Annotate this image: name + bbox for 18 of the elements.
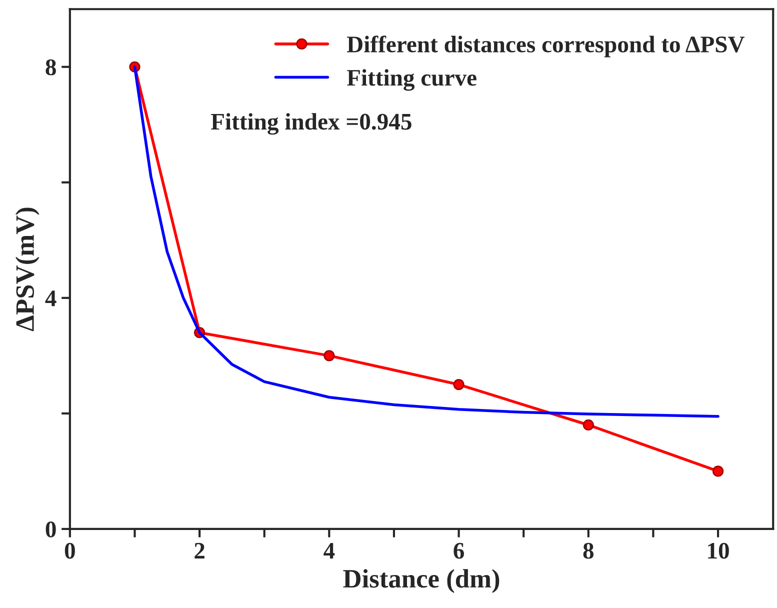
annotation: Fitting index =0.945 [210,113,412,135]
y-axis-title: ΔPSV(mV) [15,208,40,332]
x-tick-label: 4 [324,542,335,559]
point [712,466,724,477]
legend-label: Fitting curve [346,69,476,91]
x-tick-label: 8 [583,542,594,559]
x-tick-label: 6 [454,542,464,559]
x-tick-label: 10 [708,542,729,559]
y-tick-label: 8 [46,59,56,76]
x-axis-title: Distance (dm) [343,569,500,594]
legend-label: Different distances correspond to ΔPSV [346,36,745,58]
point [453,379,464,390]
y-tick-label: 0 [46,521,56,538]
point [324,350,335,362]
point [582,419,594,431]
x-tick-label: 2 [194,542,204,559]
y-tick-label: 4 [45,290,56,306]
x-tick-label: 0 [64,542,75,559]
